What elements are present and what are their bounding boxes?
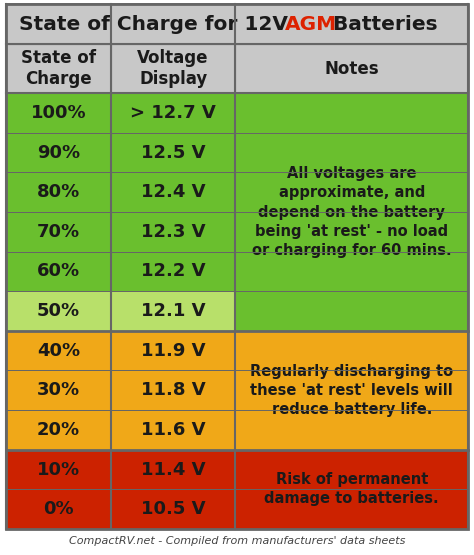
Text: 10.5 V: 10.5 V — [141, 500, 205, 518]
Bar — [111, 371, 235, 410]
Bar — [6, 490, 111, 529]
Text: 11.9 V: 11.9 V — [141, 342, 205, 360]
Text: State of
Charge: State of Charge — [21, 49, 96, 88]
Text: Voltage
Display: Voltage Display — [137, 49, 209, 88]
Text: 70%: 70% — [37, 223, 80, 241]
Text: 20%: 20% — [37, 421, 80, 439]
Text: 0%: 0% — [43, 500, 74, 518]
Bar — [6, 291, 111, 331]
Bar — [111, 291, 235, 331]
Text: AGM: AGM — [284, 15, 337, 34]
Bar — [6, 133, 111, 173]
Text: 90%: 90% — [37, 144, 80, 162]
Text: 30%: 30% — [37, 381, 80, 399]
Text: > 12.7 V: > 12.7 V — [130, 104, 216, 122]
Bar — [111, 331, 235, 371]
Text: 11.4 V: 11.4 V — [141, 461, 205, 478]
Text: 11.6 V: 11.6 V — [141, 421, 205, 439]
Text: 12.2 V: 12.2 V — [141, 263, 205, 280]
Text: CompactRV.net - Compiled from manufacturers' data sheets: CompactRV.net - Compiled from manufactur… — [69, 536, 405, 546]
Bar — [111, 44, 235, 93]
Text: 12.4 V: 12.4 V — [141, 183, 205, 201]
Text: State of Charge for 12V: State of Charge for 12V — [19, 15, 295, 34]
Text: 40%: 40% — [37, 342, 80, 360]
Text: 50%: 50% — [37, 302, 80, 320]
Bar — [6, 44, 111, 93]
Text: All voltages are
approximate, and
depend on the battery
being 'at rest' - no loa: All voltages are approximate, and depend… — [252, 166, 452, 258]
Bar — [111, 251, 235, 291]
Bar — [6, 450, 111, 490]
Text: Batteries: Batteries — [327, 15, 438, 34]
Bar — [235, 93, 468, 331]
Bar — [111, 410, 235, 450]
Text: Notes: Notes — [324, 60, 379, 78]
Bar — [6, 371, 111, 410]
Bar — [235, 331, 468, 450]
Bar — [111, 173, 235, 212]
Text: 12.5 V: 12.5 V — [141, 144, 205, 162]
Text: 11.8 V: 11.8 V — [141, 381, 205, 399]
Text: 60%: 60% — [37, 263, 80, 280]
Bar — [111, 450, 235, 490]
Text: 100%: 100% — [31, 104, 86, 122]
Bar — [6, 212, 111, 251]
Text: 12.3 V: 12.3 V — [141, 223, 205, 241]
Bar — [6, 410, 111, 450]
Text: 10%: 10% — [37, 461, 80, 478]
Bar — [111, 93, 235, 133]
Bar — [6, 251, 111, 291]
Bar — [6, 93, 111, 133]
Bar — [111, 133, 235, 173]
Bar — [111, 490, 235, 529]
Bar — [235, 450, 468, 529]
Bar — [6, 4, 468, 44]
Text: 12.1 V: 12.1 V — [141, 302, 205, 320]
Bar — [6, 331, 111, 371]
Bar — [235, 44, 468, 93]
Text: Risk of permanent
damage to batteries.: Risk of permanent damage to batteries. — [264, 472, 439, 506]
Bar — [111, 212, 235, 251]
Bar — [6, 173, 111, 212]
Text: Regularly discharging to
these 'at rest' levels will
reduce battery life.: Regularly discharging to these 'at rest'… — [250, 364, 453, 417]
Text: 80%: 80% — [37, 183, 80, 201]
